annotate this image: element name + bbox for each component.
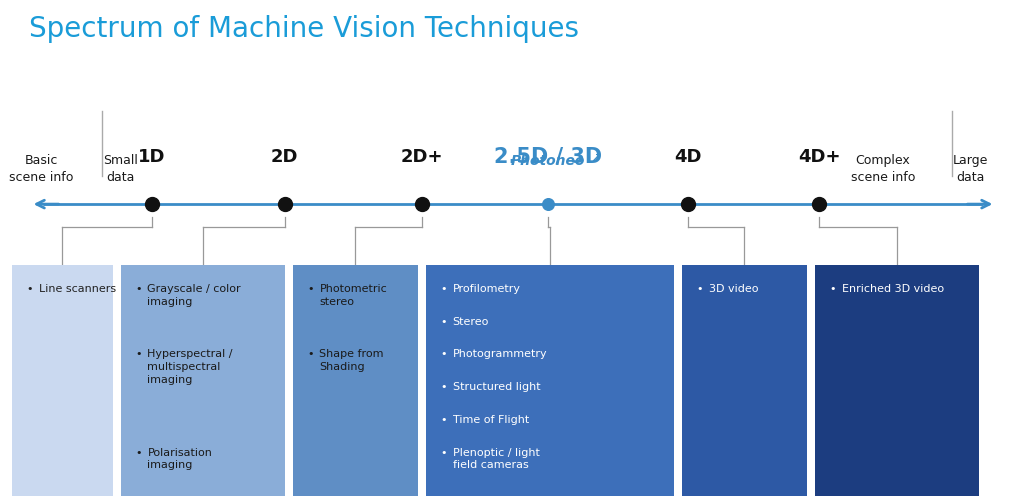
Bar [12, 265, 113, 496]
Text: Profilometry: Profilometry [453, 284, 520, 294]
Text: Time of Flight: Time of Flight [453, 415, 528, 425]
Text: 4D+: 4D+ [798, 148, 841, 166]
Text: Hyperspectral /
multispectral
imaging: Hyperspectral / multispectral imaging [147, 349, 232, 385]
Text: Polarisation
imaging: Polarisation imaging [147, 448, 212, 470]
Point [680, 200, 696, 208]
Bar [293, 265, 418, 496]
Text: ↗: ↗ [591, 151, 601, 164]
Text: Basic
scene info: Basic scene info [9, 154, 73, 184]
Text: Spectrum of Machine Vision Techniques: Spectrum of Machine Vision Techniques [29, 15, 579, 43]
Point [414, 200, 430, 208]
Text: Complex
scene info: Complex scene info [851, 154, 914, 184]
Text: •: • [440, 349, 446, 359]
Bar [121, 265, 285, 496]
Text: •: • [307, 284, 313, 294]
Text: 4D: 4D [675, 148, 701, 166]
Text: •: • [135, 284, 141, 294]
Text: Small
data: Small data [103, 154, 138, 184]
Text: •: • [307, 349, 313, 359]
Text: 2D+: 2D+ [400, 148, 443, 166]
Text: Large
data: Large data [953, 154, 988, 184]
Text: 3D video: 3D video [709, 284, 758, 294]
Text: Enriched 3D video: Enriched 3D video [842, 284, 944, 294]
Text: •: • [440, 448, 446, 458]
Text: Photoneo: Photoneo [511, 154, 585, 168]
Text: 2D: 2D [271, 148, 298, 166]
Text: •: • [135, 448, 141, 458]
Point [811, 200, 827, 208]
Text: Stereo: Stereo [453, 317, 489, 327]
Point [276, 200, 293, 208]
Text: Line scanners: Line scanners [39, 284, 116, 294]
Bar [815, 265, 979, 496]
Text: •: • [696, 284, 702, 294]
Text: •: • [27, 284, 33, 294]
Text: •: • [440, 382, 446, 392]
Text: Plenoptic / light
field cameras: Plenoptic / light field cameras [453, 448, 540, 470]
Bar [426, 265, 674, 496]
Text: Structured light: Structured light [453, 382, 541, 392]
Bar [682, 265, 807, 496]
Point [540, 200, 556, 208]
Text: 2.5D / 3D: 2.5D / 3D [494, 146, 602, 166]
Text: 1D: 1D [138, 148, 165, 166]
Point [143, 200, 160, 208]
Text: Photogrammetry: Photogrammetry [453, 349, 547, 359]
Text: Shape from
Shading: Shape from Shading [319, 349, 384, 372]
Text: •: • [440, 284, 446, 294]
Text: •: • [440, 415, 446, 425]
Text: •: • [829, 284, 836, 294]
Text: Photometric
stereo: Photometric stereo [319, 284, 387, 306]
Text: Grayscale / color
imaging: Grayscale / color imaging [147, 284, 241, 306]
Text: •: • [440, 317, 446, 327]
Text: •: • [135, 349, 141, 359]
